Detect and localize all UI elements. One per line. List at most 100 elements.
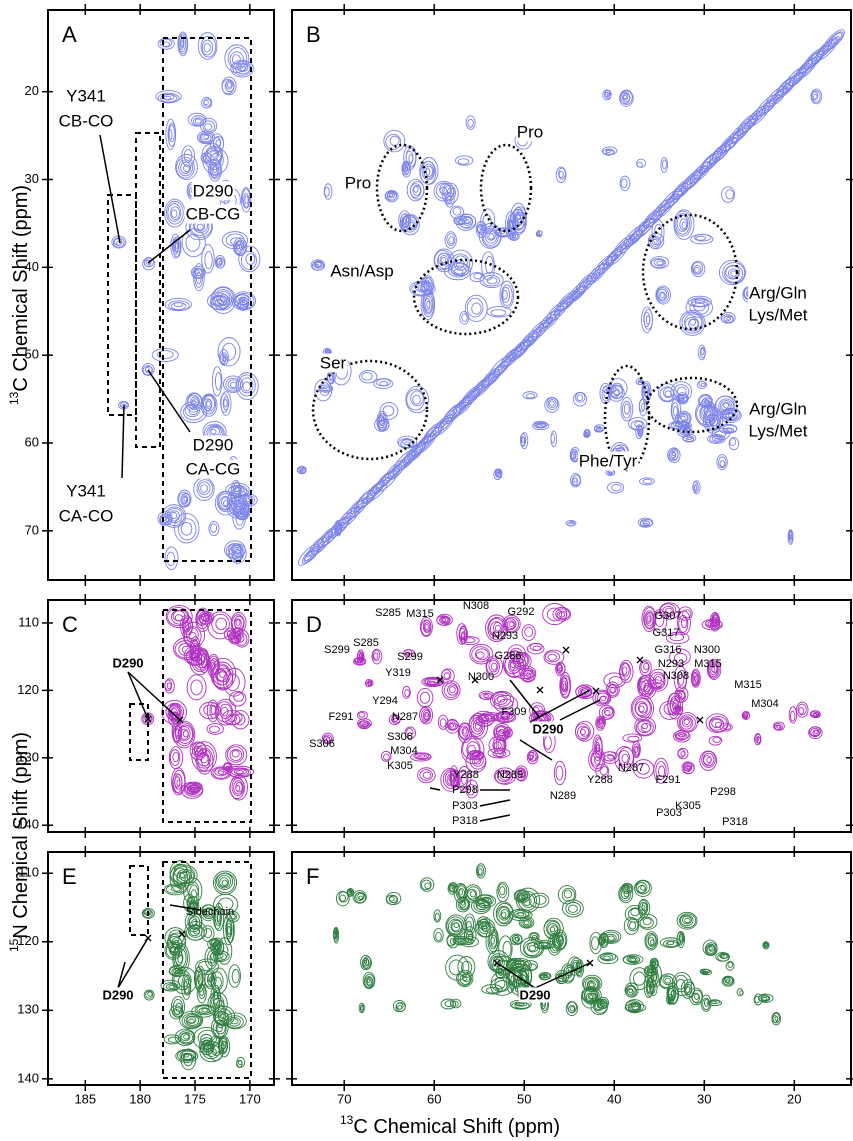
contour (358, 711, 366, 718)
contour (641, 723, 648, 730)
contour (323, 183, 333, 200)
contour (457, 158, 470, 165)
contour (475, 863, 486, 879)
contour (495, 902, 514, 925)
contour (538, 422, 544, 426)
contour (637, 884, 647, 894)
contour (177, 518, 197, 541)
contour (235, 770, 244, 775)
contour (173, 970, 192, 991)
contour (693, 264, 702, 275)
contour (204, 123, 213, 131)
contour (181, 1012, 203, 1029)
contour (676, 978, 686, 990)
peak-marker (696, 716, 704, 724)
contour (178, 642, 194, 656)
contour (220, 393, 229, 413)
contour (200, 652, 208, 669)
contour (233, 692, 244, 702)
contour (461, 975, 468, 982)
contour (509, 338, 532, 361)
contour (469, 890, 477, 898)
contour (427, 680, 437, 686)
contour (444, 770, 459, 787)
contour (408, 221, 415, 229)
contour (215, 665, 230, 683)
contour (570, 957, 583, 973)
contour (409, 280, 436, 297)
contour (636, 158, 647, 168)
contour (449, 937, 456, 945)
contour (164, 546, 179, 570)
contour (219, 669, 226, 678)
contour (441, 669, 452, 681)
dotted-ellipse (311, 359, 429, 461)
contour (544, 651, 560, 663)
contour (227, 484, 248, 497)
contour (214, 999, 226, 1029)
contour (694, 164, 709, 180)
contour (157, 92, 180, 104)
contour (711, 613, 720, 628)
contour (181, 645, 192, 654)
contour (522, 960, 539, 972)
contour (714, 437, 722, 442)
contour (395, 1002, 406, 1012)
contour (447, 684, 458, 696)
contour (595, 742, 601, 755)
contour (237, 63, 249, 73)
contour (524, 626, 534, 638)
contour (604, 91, 610, 98)
contour (719, 459, 726, 468)
annotation: N287 (392, 711, 418, 723)
annotation: Y319 (385, 667, 411, 679)
contour (199, 701, 221, 720)
contour (188, 1018, 195, 1024)
contour (693, 485, 698, 491)
contour (603, 955, 611, 960)
contour (670, 451, 677, 459)
contour (230, 545, 242, 555)
contour (638, 705, 645, 713)
contour (424, 623, 429, 631)
contour (497, 883, 508, 899)
contour (197, 130, 215, 145)
contour (313, 260, 324, 269)
contour (167, 607, 190, 627)
contour (229, 51, 244, 68)
contour (337, 506, 360, 529)
contour (165, 604, 193, 629)
contour (443, 184, 456, 201)
annotation: D290 (102, 987, 133, 1002)
contour (215, 1021, 226, 1035)
contour (656, 287, 670, 303)
contour (634, 746, 639, 753)
contour (532, 645, 541, 651)
contour (389, 193, 394, 197)
contour (236, 1056, 246, 1068)
contour (641, 904, 646, 911)
plot-area (332, 863, 782, 1026)
contour (490, 662, 498, 671)
plot-area (141, 604, 255, 801)
contour (717, 953, 730, 962)
contour (212, 136, 222, 149)
contour (597, 952, 619, 965)
contour (558, 667, 563, 672)
contour (518, 1002, 525, 1006)
contour (721, 402, 731, 412)
contour (464, 294, 488, 322)
contour (679, 218, 688, 231)
contour (221, 354, 227, 363)
contour (700, 382, 706, 387)
contour (499, 280, 515, 309)
contour (669, 648, 691, 666)
x-tick-label: 60 (427, 1091, 441, 1106)
contour (472, 377, 491, 397)
contour (760, 995, 770, 1002)
contour (708, 946, 713, 951)
contour (725, 265, 741, 280)
contour (201, 925, 215, 942)
contour (227, 543, 243, 556)
contour (420, 879, 432, 891)
